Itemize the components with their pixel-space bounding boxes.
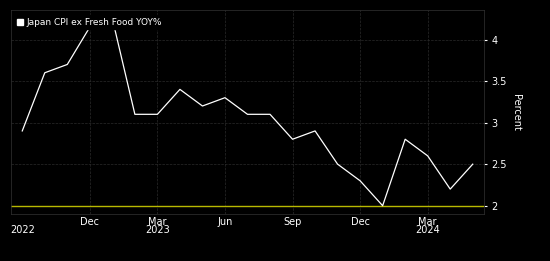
Text: 2022: 2022 [10, 225, 35, 235]
Text: 2023: 2023 [145, 225, 170, 235]
Text: 2024: 2024 [415, 225, 440, 235]
Y-axis label: Percent: Percent [511, 94, 521, 131]
Legend: Japan CPI ex Fresh Food YOY%: Japan CPI ex Fresh Food YOY% [15, 15, 164, 29]
